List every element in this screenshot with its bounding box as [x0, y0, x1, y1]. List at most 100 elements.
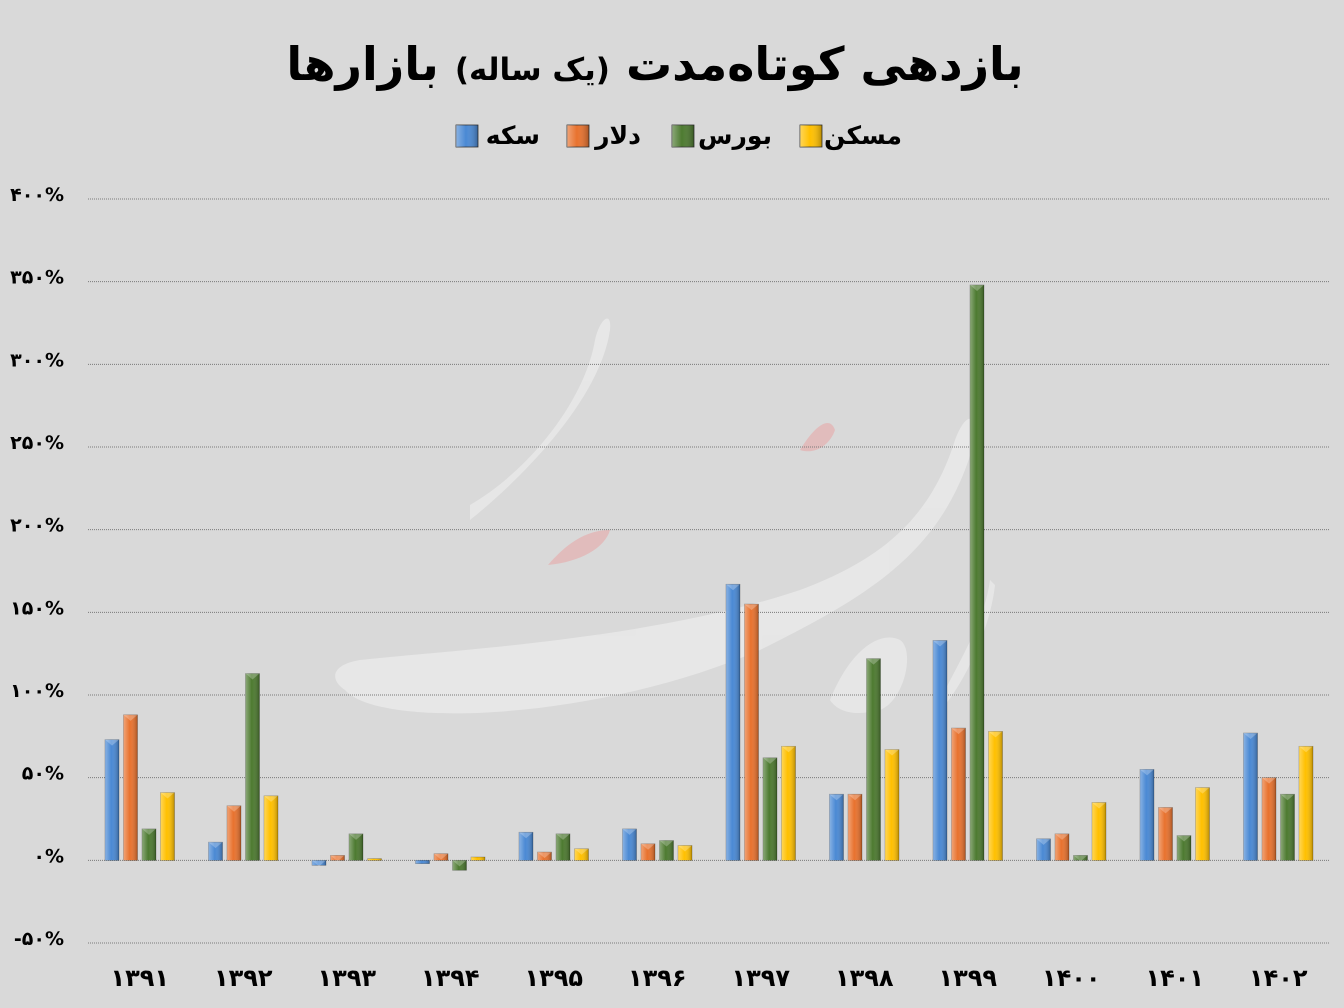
bar-cap [829, 794, 844, 801]
bar-shine [885, 749, 899, 861]
y-tick-label: ۳۰۰% [10, 349, 64, 371]
bar-cap [330, 855, 345, 862]
bar-cap [227, 805, 241, 812]
bar-cap [970, 284, 984, 291]
bar-shine [1055, 833, 1069, 861]
bar-shine [312, 860, 326, 866]
y-tick-label: ۳۵۰% [10, 267, 64, 289]
bar-shine [726, 584, 740, 861]
gridlines [88, 198, 1330, 944]
y-tick-label: ۰% [33, 845, 64, 867]
y-tick-label: -۵۰% [14, 928, 64, 950]
bar-shine [556, 833, 570, 861]
bar-cap [1140, 769, 1154, 776]
bar-shine [330, 855, 345, 861]
bar-shine [1158, 807, 1173, 861]
legend-label: سکه [486, 121, 540, 150]
bar-shine [245, 673, 260, 861]
y-axis-ticks: ۴۰۰% ۳۵۰% ۳۰۰% ۲۵۰% ۲۰۰% ۱۵۰% ۱۰۰% ۵۰% ۰% -۵۰% [10, 184, 64, 950]
bar-shine [208, 842, 223, 861]
bar-shine [367, 858, 382, 861]
bar-cap [349, 833, 363, 840]
x-tick-label: ۱۳۹۱ [110, 964, 169, 992]
x-tick-label: ۱۳۹۲ [214, 964, 273, 992]
bar-cap [160, 792, 175, 799]
bar-shine [641, 843, 655, 861]
bars [104, 284, 1314, 871]
bar-shine [415, 860, 430, 864]
bar-shine [471, 857, 485, 861]
bar-shine [866, 658, 881, 861]
bar-shine [1262, 777, 1276, 861]
bar-cap [105, 739, 119, 746]
bar-shine [537, 852, 552, 861]
bar-shine [1299, 746, 1313, 861]
bar-cap [123, 714, 138, 721]
y-tick-label: ۴۰۰% [10, 184, 64, 206]
legend-item: مسکن [799, 121, 902, 151]
bar-cap [264, 795, 278, 802]
bar-cap [1073, 855, 1088, 862]
bar-shine [227, 805, 241, 861]
bar-shine [349, 833, 363, 861]
bar-shine [1243, 733, 1258, 861]
bar-shine [744, 604, 759, 861]
bar-cap [1092, 802, 1106, 809]
bar-shine [1195, 787, 1210, 861]
bar-shine [951, 728, 966, 861]
x-tick-label: ۱۳۹۹ [938, 964, 997, 992]
bar-shine [659, 840, 674, 861]
bar-shine [781, 746, 796, 861]
bar-shine [1140, 769, 1154, 861]
bar-cap [726, 584, 740, 591]
bar-cap [574, 848, 589, 855]
bar-shine [622, 828, 637, 861]
bar-cap [208, 842, 223, 849]
bar-shine [452, 860, 467, 871]
bar-cap [866, 658, 881, 665]
y-tick-label: ۲۰۰% [10, 515, 64, 537]
bar-cap [452, 860, 467, 867]
bar-cap [1055, 833, 1069, 840]
bar-shine [160, 792, 175, 861]
chart-title: بازدهی کوتاه‌مدت (یک ساله) بازارها [286, 37, 1023, 91]
bar-shine [1177, 835, 1191, 861]
legend-item: بورس [671, 121, 772, 151]
bar-cap [537, 852, 552, 859]
bar-cap [659, 840, 674, 847]
bar-shine [678, 845, 692, 861]
x-tick-label: ۱۳۹۶ [628, 964, 687, 992]
legend-item: دلار [566, 121, 641, 150]
bar-cap [1262, 777, 1276, 784]
x-tick-label: ۱۴۰۱ [1145, 964, 1204, 992]
bar-shine [142, 828, 156, 861]
x-tick-label: ۱۳۹۷ [731, 964, 790, 992]
bar-cap [988, 731, 1003, 738]
bar-cap [951, 728, 966, 735]
y-tick-label: ۲۵۰% [10, 432, 64, 454]
bar-cap [763, 757, 777, 764]
bar-cap [312, 860, 326, 867]
bar-cap [744, 604, 759, 611]
legend: سکه دلار بورس مسکن [455, 121, 902, 151]
bar-cap [519, 832, 533, 839]
bar-shine [1036, 838, 1051, 861]
bar-cap [1158, 807, 1173, 814]
bar-shine [763, 757, 777, 861]
bar-shine [123, 714, 138, 861]
bar-cap [848, 794, 862, 801]
x-tick-label: ۱۴۰۰ [1042, 964, 1101, 992]
bar-cap [556, 833, 570, 840]
x-tick-label: ۱۳۹۸ [835, 964, 894, 992]
bar-shine [1073, 855, 1088, 861]
bar-shine [1280, 794, 1295, 861]
watermark [335, 318, 995, 714]
y-tick-label: ۵۰% [22, 763, 64, 785]
bar-cap [245, 673, 260, 680]
bar-cap [1243, 733, 1258, 740]
bar-shine [519, 832, 533, 861]
bar-cap [1280, 794, 1295, 801]
bar-cap [885, 749, 899, 756]
bar-cap [781, 746, 796, 753]
bar-shine [264, 795, 278, 861]
